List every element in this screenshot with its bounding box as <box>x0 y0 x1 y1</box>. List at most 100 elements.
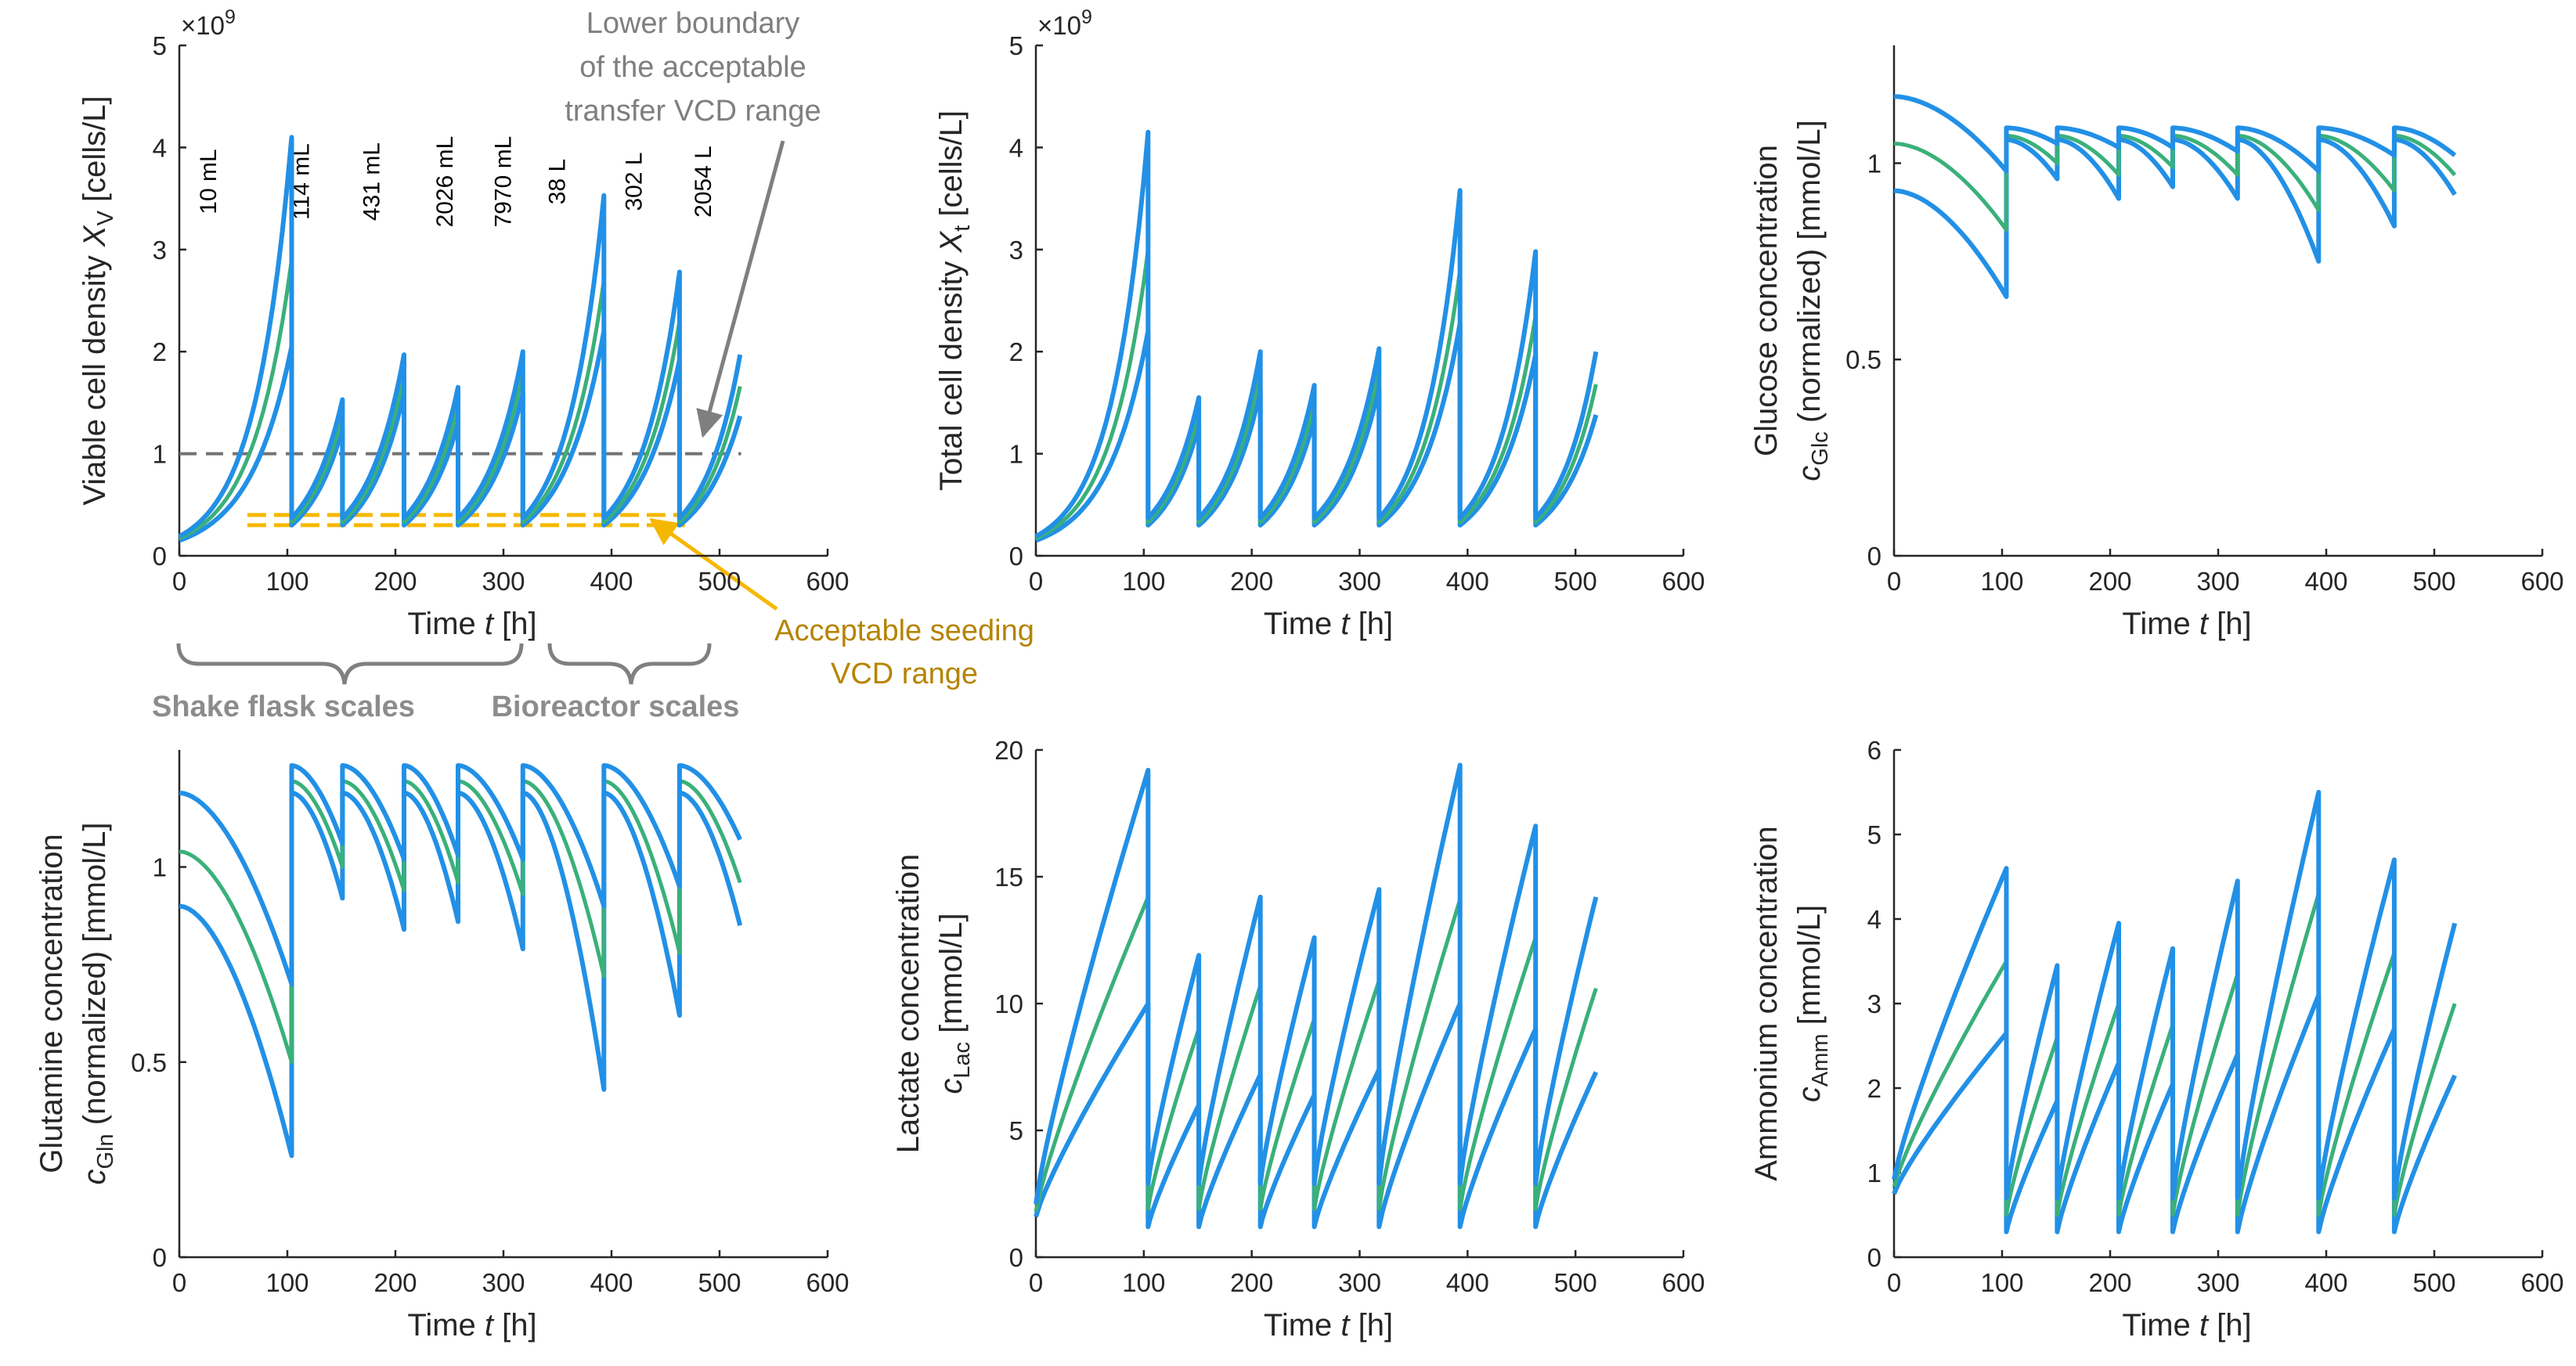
amm-y-tick-label: 3 <box>1867 989 1881 1018</box>
vcd-threshold-annotation: Lower boundary of the acceptable transfe… <box>565 7 821 438</box>
shake-flask-scales-label: Shake flask scales <box>152 690 415 723</box>
gln-x-tick-label: 200 <box>373 1268 417 1297</box>
tcd-series-upper <box>1034 129 1599 539</box>
tcd-x-tick-label: 0 <box>1029 567 1043 596</box>
vcd-y-exponent: ×109 <box>181 6 236 40</box>
vcd-y-tick-label: 2 <box>153 337 167 366</box>
tcd-y-tick-label: 0 <box>1009 542 1023 571</box>
threshold-annotation-line-3: transfer VCD range <box>565 95 821 128</box>
panel-amm: 0 100 200 300 400 500 600 0 1 2 3 4 5 6 Time t [h] Ammo… <box>1749 736 2564 1343</box>
lac-series-upper <box>1034 762 1599 1205</box>
tcd-y-tick-label: 3 <box>1009 236 1023 265</box>
tcd-y-label: Total cell density Xt [cells/L] <box>934 110 975 491</box>
amm-x-tick-label: 400 <box>2304 1268 2347 1297</box>
threshold-annotation-line-2: of the acceptable <box>579 51 806 84</box>
tcd-y-tick-label: 5 <box>1009 31 1023 60</box>
glc-x-tick-label: 300 <box>2196 567 2239 596</box>
tcd-y-tick-label: 1 <box>1009 440 1023 469</box>
amm-y-label-line-1: Ammonium concentration <box>1749 826 1784 1181</box>
glc-x-tick-label: 500 <box>2412 567 2455 596</box>
vcd-y-tick-label: 5 <box>153 31 167 60</box>
amm-y-label-line-2: cAmm [mmol/L] <box>1792 905 1833 1102</box>
gln-y-label-line-1: Glutamine concentration <box>34 834 69 1173</box>
glc-y-tick-label: 1 <box>1867 149 1881 178</box>
gln-y-tick-label: 0.5 <box>131 1048 167 1077</box>
vcd-x-tick-label: 600 <box>806 567 849 596</box>
gln-x-label: Time t [h] <box>407 1308 536 1343</box>
threshold-annotation-line-1: Lower boundary <box>586 7 800 40</box>
amm-y-tick-label: 6 <box>1867 736 1881 765</box>
gln-x-tick-label: 500 <box>698 1268 741 1297</box>
lac-y-tick-label: 15 <box>994 863 1023 892</box>
scale-label: 7970 mL <box>491 136 517 228</box>
lac-y-label-line-1: Lactate concentration <box>891 854 925 1153</box>
lac-x-tick-label: 100 <box>1122 1268 1165 1297</box>
seeding-annotation-line-2: VCD range <box>831 658 978 690</box>
glc-series-mid <box>1893 133 2457 232</box>
shake-flask-brace <box>176 643 524 685</box>
gln-x-tick-label: 0 <box>172 1268 186 1297</box>
amm-x-tick-label: 500 <box>2412 1268 2455 1297</box>
vcd-series-upper <box>178 135 743 539</box>
tcd-y-tick-label: 2 <box>1009 337 1023 366</box>
glc-y-tick-label: 0 <box>1867 542 1881 571</box>
tcd-x-tick-label: 400 <box>1446 567 1489 596</box>
amm-x-tick-label: 100 <box>1980 1268 2023 1297</box>
vcd-y-tick-label: 4 <box>153 133 167 162</box>
gln-y-tick-label: 0 <box>153 1243 167 1272</box>
panel-lac: 0 100 200 300 400 500 600 0 5 10 15 20 Time t [h] Lac… <box>891 736 1705 1343</box>
amm-series-upper <box>1892 790 2458 1201</box>
lac-x-tick-label: 500 <box>1554 1268 1597 1297</box>
gln-y-tick-label: 1 <box>153 853 167 882</box>
vcd-y-tick-label: 1 <box>153 440 167 469</box>
bioreactor-brace <box>547 643 712 685</box>
glc-y-tick-label: 0.5 <box>1845 345 1881 374</box>
lac-x-label: Time t [h] <box>1264 1308 1393 1343</box>
tcd-x-label: Time t [h] <box>1264 607 1393 641</box>
glc-x-label: Time t [h] <box>2122 607 2251 641</box>
amm-x-tick-label: 0 <box>1887 1268 1901 1297</box>
lac-x-tick-label: 0 <box>1029 1268 1043 1297</box>
threshold-annotation-arrow <box>696 140 785 438</box>
scale-label: 302 L <box>622 152 648 211</box>
panel-glc: 0 100 200 300 400 500 600 0 0.5 1 Time t [h] Glucos… <box>1749 45 2564 641</box>
panel-gln: 0 100 200 300 400 500 600 0 0.5 1 Time t [h] Glutam… <box>34 750 850 1343</box>
amm-x-tick-label: 200 <box>2088 1268 2131 1297</box>
vcd-x-label: Time t [h] <box>407 607 536 641</box>
amm-y-tick-label: 5 <box>1867 820 1881 849</box>
scale-label: 2054 L <box>691 146 716 218</box>
vcd-y-tick-label: 0 <box>153 542 167 571</box>
lac-x-tick-label: 600 <box>1661 1268 1705 1297</box>
scale-label: 38 L <box>545 159 571 204</box>
tcd-x-tick-label: 200 <box>1230 567 1273 596</box>
scale-label: 431 mL <box>359 142 384 221</box>
lac-y-tick-label: 20 <box>994 736 1023 765</box>
vcd-x-tick-label: 400 <box>590 567 633 596</box>
vcd-x-tick-label: 100 <box>265 567 308 596</box>
vcd-x-tick-label: 500 <box>698 567 741 596</box>
lac-y-label-line-2: cLac [mmol/L] <box>934 913 975 1094</box>
panel-tcd: 0 100 200 300 400 500 600 0 1 2 3 4 5 ×109 Time t [h] T… <box>934 6 1705 641</box>
amm-y-tick-label: 1 <box>1867 1159 1881 1188</box>
glc-x-tick-label: 200 <box>2088 567 2131 596</box>
tcd-y-exponent: ×109 <box>1037 6 1092 40</box>
seeding-annotation-line-1: Acceptable seeding <box>774 615 1034 647</box>
seeding-annotation-arrow <box>649 517 778 611</box>
vcd-y-tick-label: 3 <box>153 236 167 265</box>
glc-x-tick-label: 600 <box>2520 567 2563 596</box>
amm-y-tick-label: 2 <box>1867 1074 1881 1103</box>
glc-series-upper <box>1893 94 2457 174</box>
gln-x-tick-label: 100 <box>265 1268 308 1297</box>
lac-x-tick-label: 200 <box>1230 1268 1273 1297</box>
amm-x-tick-label: 600 <box>2520 1268 2563 1297</box>
lac-x-tick-label: 300 <box>1338 1268 1381 1297</box>
vcd-scale-labels: 10 mL 114 mL 431 mL 2026 mL 7970 mL 38 L 302 L… <box>196 136 716 228</box>
amm-x-tick-label: 300 <box>2196 1268 2239 1297</box>
tcd-x-tick-label: 500 <box>1554 567 1597 596</box>
amm-x-label: Time t [h] <box>2122 1308 2251 1343</box>
gln-x-tick-label: 300 <box>482 1268 525 1297</box>
tcd-x-tick-label: 100 <box>1122 567 1165 596</box>
scale-label: 2026 mL <box>432 136 458 228</box>
amm-y-tick-label: 4 <box>1867 905 1881 934</box>
